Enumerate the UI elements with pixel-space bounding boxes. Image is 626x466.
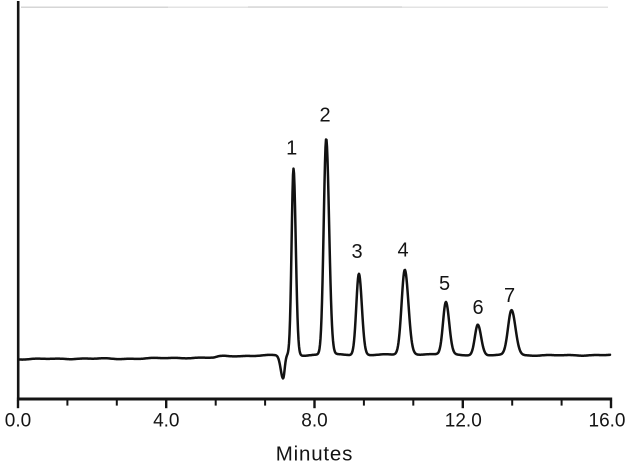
svg-text:Minutes: Minutes (276, 443, 353, 466)
svg-text:12.0: 12.0 (445, 411, 482, 432)
svg-text:1: 1 (286, 137, 297, 159)
svg-text:8.0: 8.0 (301, 411, 327, 432)
svg-text:6: 6 (472, 297, 483, 319)
svg-text:5: 5 (439, 273, 450, 295)
svg-text:3: 3 (351, 241, 362, 263)
svg-text:0.0: 0.0 (5, 411, 31, 432)
svg-text:16.0: 16.0 (589, 411, 626, 432)
svg-text:4.0: 4.0 (153, 411, 179, 432)
svg-text:4: 4 (397, 239, 408, 261)
svg-text:7: 7 (504, 285, 515, 307)
svg-text:2: 2 (319, 105, 330, 127)
